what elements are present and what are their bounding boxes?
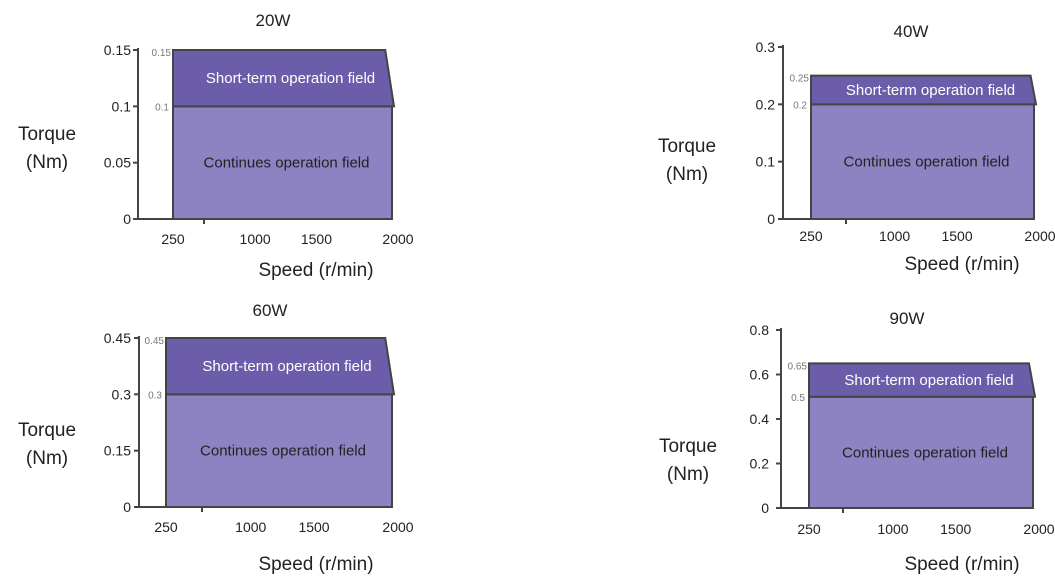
x-tick-label: 1500 <box>298 519 329 535</box>
short-term-operation-field <box>810 74 1038 106</box>
chart-title: 20W <box>256 11 291 30</box>
peak-torque-label: 0.65 <box>788 361 808 372</box>
short-term-operation-field <box>172 49 396 108</box>
y-tick-label: 0.1 <box>756 154 776 170</box>
continuous-field-label: Continues operation field <box>200 443 366 460</box>
y-axis-label: (Nm) <box>667 464 709 485</box>
x-tick-label: 2000 <box>1023 521 1054 537</box>
continuous-field-label: Continues operation field <box>844 154 1010 171</box>
x-tick-label: 2000 <box>1024 228 1055 244</box>
y-tick-label: 0 <box>767 211 775 227</box>
y-tick-label: 0 <box>761 500 769 516</box>
x-axis-label: Speed (r/min) <box>258 260 373 281</box>
continuous-field-label: Continues operation field <box>204 155 370 172</box>
x-tick-label: 250 <box>797 521 821 537</box>
y-axis-label: Torque <box>659 436 717 457</box>
y-tick-label: 0.8 <box>750 322 770 338</box>
x-tick-label: 1500 <box>940 521 971 537</box>
y-tick-label: 0 <box>123 499 131 515</box>
chart-panel-60W: 60W Torque (Nm) Speed (r/min) 0 0.15 0.3 0.45 25… <box>18 301 414 575</box>
y-tick-label: 0.6 <box>750 367 770 383</box>
continuous-torque-label: 0.2 <box>793 100 807 111</box>
chart-title: 90W <box>890 309 925 328</box>
continuous-field-label: Continues operation field <box>842 444 1008 461</box>
short-term-field-label: Short-term operation field <box>206 70 375 87</box>
x-tick-label: 2000 <box>382 231 413 247</box>
y-tick-label: 0.15 <box>104 443 131 459</box>
x-tick-label: 250 <box>799 228 823 244</box>
continuous-operation-field <box>165 393 393 509</box>
peak-torque-label: 0.15 <box>152 48 172 59</box>
y-axis-label: (Nm) <box>26 448 68 469</box>
y-tick-label: 0.45 <box>104 330 131 346</box>
short-term-operation-field <box>165 337 396 396</box>
y-axis-label: (Nm) <box>666 164 708 185</box>
continuous-operation-field <box>172 105 393 220</box>
continuous-torque-label: 0.1 <box>155 102 169 113</box>
x-tick-label: 1000 <box>235 519 266 535</box>
y-tick-label: 0.05 <box>104 155 131 171</box>
x-axis-label: Speed (r/min) <box>904 254 1019 275</box>
y-tick-label: 0.15 <box>104 42 131 58</box>
chart-title: 40W <box>894 22 929 41</box>
chart-panel-40W: 40W Torque (Nm) Speed (r/min) 0 0.1 0.2 0.3 250 1… <box>658 22 1055 275</box>
continuous-torque-label: 0.5 <box>791 393 805 404</box>
continuous-operation-field <box>810 103 1035 220</box>
y-axis-label: Torque <box>18 420 76 441</box>
y-tick-label: 0.4 <box>750 411 770 427</box>
y-axis-label: Torque <box>18 124 76 145</box>
y-tick-label: 0.1 <box>112 98 132 114</box>
chart-panel-90W: 90W Torque (Nm) Speed (r/min) 0 0.2 0.4 0.6 0.8 2… <box>659 309 1055 575</box>
peak-torque-label: 0.25 <box>790 74 810 85</box>
x-tick-label: 2000 <box>382 519 413 535</box>
x-tick-label: 250 <box>154 519 178 535</box>
x-tick-label: 1500 <box>941 228 972 244</box>
x-tick-label: 250 <box>161 231 185 247</box>
short-term-field-label: Short-term operation field <box>844 372 1013 389</box>
peak-torque-label: 0.45 <box>145 336 165 347</box>
short-term-field-label: Short-term operation field <box>846 82 1015 99</box>
y-axis-label: (Nm) <box>26 152 68 173</box>
chart-panel-20W: 20W Torque (Nm) Speed (r/min) 0 0.05 0.1 0.15 25… <box>18 11 414 281</box>
y-tick-label: 0.2 <box>756 96 776 112</box>
y-axis-label: Torque <box>658 136 716 157</box>
x-axis-label: Speed (r/min) <box>904 554 1019 575</box>
y-tick-label: 0.3 <box>756 39 776 55</box>
short-term-operation-field <box>808 362 1037 398</box>
continuous-torque-label: 0.3 <box>148 390 162 401</box>
x-axis-label: Speed (r/min) <box>258 554 373 575</box>
short-term-field-label: Short-term operation field <box>202 358 371 375</box>
chart-title: 60W <box>253 301 288 320</box>
x-tick-label: 1500 <box>301 231 332 247</box>
x-tick-label: 1000 <box>877 521 908 537</box>
x-tick-label: 1000 <box>879 228 910 244</box>
x-tick-label: 1000 <box>240 231 271 247</box>
y-tick-label: 0.3 <box>112 386 132 402</box>
y-tick-label: 0 <box>123 211 131 227</box>
y-tick-label: 0.2 <box>750 456 770 472</box>
